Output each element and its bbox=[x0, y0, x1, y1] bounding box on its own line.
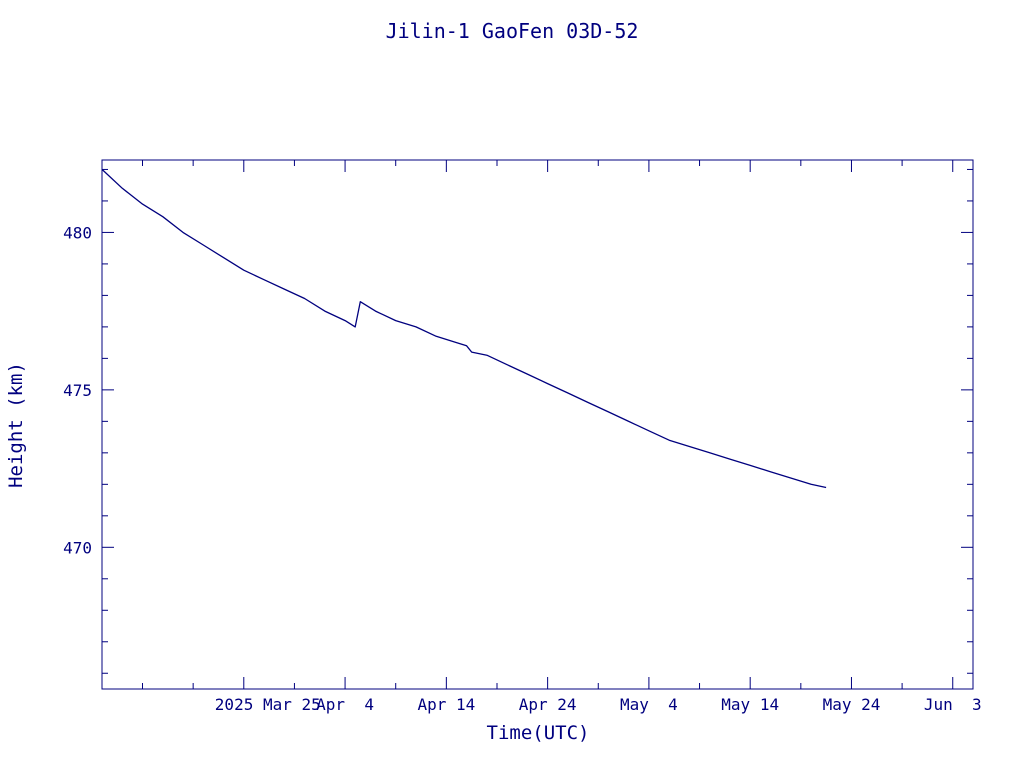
plot-frame bbox=[101, 159, 974, 690]
y-axis: 470 475 480 bbox=[63, 168, 973, 674]
x-tick-label: Jun 3 bbox=[924, 695, 982, 714]
series-line bbox=[101, 168, 827, 489]
y-tick-label: 475 bbox=[63, 381, 92, 400]
series-group bbox=[101, 168, 827, 489]
chart-title: Jilin-1 GaoFen 03D-52 bbox=[386, 19, 639, 43]
y-tick-label: 480 bbox=[63, 223, 92, 242]
x-tick-label: Apr 4 bbox=[316, 695, 374, 714]
x-tick-label: Apr 24 bbox=[519, 695, 577, 714]
x-tick-label: 2025 Mar 25 bbox=[215, 695, 321, 714]
y-tick-label: 470 bbox=[63, 538, 92, 557]
x-tick-label: Apr 14 bbox=[417, 695, 475, 714]
x-axis-label: Time(UTC) bbox=[487, 722, 590, 744]
y-axis-label: Height (km) bbox=[5, 362, 27, 488]
x-tick-label: May 14 bbox=[721, 695, 779, 714]
x-tick-label: May 24 bbox=[823, 695, 881, 714]
x-tick-label: May 4 bbox=[620, 695, 678, 714]
